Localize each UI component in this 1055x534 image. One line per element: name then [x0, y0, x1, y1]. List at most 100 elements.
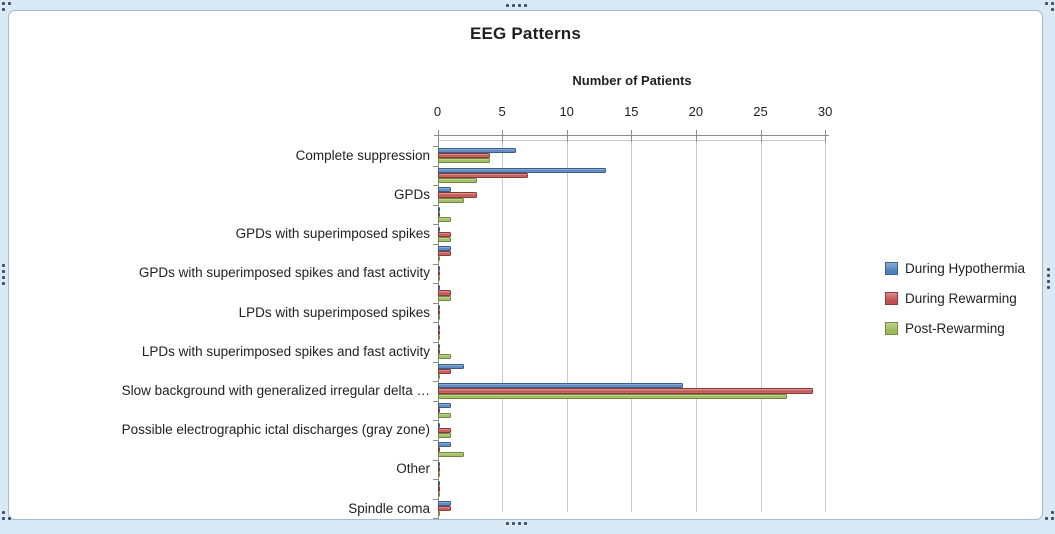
bar[interactable]	[438, 500, 451, 507]
category-axis-tick	[432, 459, 439, 461]
bar[interactable]	[438, 413, 451, 419]
category-axis-tick	[432, 361, 439, 363]
bar[interactable]	[438, 315, 440, 321]
bar[interactable]	[438, 486, 440, 492]
grip-dot	[512, 522, 515, 525]
chart-title[interactable]: EEG Patterns	[469, 24, 582, 43]
bar[interactable]	[438, 148, 516, 154]
category-axis-tick	[432, 440, 439, 441]
category-label[interactable]: GPDs with superimposed spikes	[235, 226, 430, 242]
category-label[interactable]: Slow background with generalized irregul…	[121, 383, 430, 398]
bar[interactable]	[438, 368, 451, 374]
bar[interactable]	[438, 270, 440, 276]
bar[interactable]	[438, 158, 490, 164]
category-label[interactable]: LPDs with superimposed spikes	[238, 304, 430, 320]
legend-entry[interactable]: During Hypothermia	[885, 253, 1025, 283]
category-axis-tick	[432, 185, 439, 187]
bar[interactable]	[438, 408, 440, 414]
category-label[interactable]: LPDs with superimposed spikes and fast a…	[141, 343, 430, 359]
x-tick-label: 30	[817, 104, 833, 119]
category-axis-tick	[432, 322, 439, 324]
bar[interactable]	[438, 256, 440, 262]
bar[interactable]	[438, 217, 451, 223]
category-axis-tick	[432, 400, 439, 402]
category-label[interactable]: GPDs	[393, 187, 430, 202]
chart-object[interactable]: EEG Patterns Number of Patients 0 5 10 15 20…	[8, 10, 1043, 520]
bar[interactable]	[438, 295, 451, 301]
bar[interactable]	[438, 452, 464, 458]
bar[interactable]	[438, 422, 440, 428]
bar[interactable]	[438, 511, 440, 517]
plot-area[interactable]: 0 5 10 15 20 25 30 Complete suppression GPDs GPDs…	[9, 11, 1042, 520]
legend-entry[interactable]: Post-Rewarming	[885, 313, 1025, 343]
bar[interactable]	[438, 310, 440, 316]
bar[interactable]	[438, 177, 477, 184]
category-label[interactable]: Spindle coma	[348, 500, 430, 516]
grip-dot	[8, 2, 11, 5]
bar[interactable]	[438, 236, 451, 242]
bar[interactable]	[438, 432, 451, 438]
bar[interactable]	[438, 354, 451, 360]
bar[interactable]	[438, 334, 440, 340]
bar[interactable]	[438, 304, 440, 311]
category-axis-tick	[432, 165, 439, 167]
category-label[interactable]: GPDs with superimposed spikes and fast a…	[138, 265, 430, 281]
bar[interactable]	[438, 383, 684, 389]
category-axis-tick	[432, 204, 439, 206]
bar[interactable]	[438, 153, 490, 159]
bar[interactable]	[438, 206, 440, 213]
x-axis-tick	[502, 130, 504, 142]
grip-dot	[2, 2, 5, 5]
bar[interactable]	[438, 172, 529, 178]
bar[interactable]	[438, 363, 464, 369]
x-tick-label: 25	[753, 104, 768, 119]
bar[interactable]	[438, 427, 451, 433]
bar[interactable]	[438, 197, 464, 203]
bar[interactable]	[438, 290, 451, 296]
category-axis-tick	[432, 302, 439, 304]
gridline	[631, 139, 633, 512]
legend[interactable]: During Hypothermia During Rewarming Post-R…	[885, 253, 1025, 343]
bar[interactable]	[438, 506, 451, 512]
bar[interactable]	[438, 466, 440, 472]
bar[interactable]	[438, 329, 440, 335]
bar[interactable]	[438, 246, 451, 252]
grip-dot	[524, 4, 527, 7]
legend-swatch-icon	[885, 291, 898, 305]
bar[interactable]	[438, 275, 440, 282]
bar[interactable]	[438, 461, 440, 467]
x-axis-tick	[825, 130, 827, 142]
legend-entry[interactable]: During Rewarming	[885, 283, 1025, 313]
bar[interactable]	[438, 226, 440, 232]
bar[interactable]	[438, 265, 440, 271]
bar[interactable]	[438, 447, 440, 453]
bar[interactable]	[438, 442, 451, 448]
x-tick-label: 0	[433, 104, 442, 119]
bar[interactable]	[438, 373, 440, 380]
bar[interactable]	[438, 212, 440, 218]
category-axis-tick	[432, 342, 439, 343]
bar[interactable]	[438, 231, 451, 237]
bar[interactable]	[438, 344, 440, 350]
bar[interactable]	[438, 324, 440, 330]
bar[interactable]	[438, 388, 813, 394]
category-label[interactable]: Other	[396, 461, 430, 477]
category-label[interactable]: Complete suppression	[295, 147, 430, 163]
bar[interactable]	[438, 471, 440, 478]
category-axis-tick	[432, 146, 439, 147]
bar[interactable]	[438, 491, 440, 497]
bar[interactable]	[438, 187, 451, 193]
x-axis-title[interactable]: Number of Patients	[572, 73, 692, 88]
bar[interactable]	[438, 402, 451, 409]
gridline	[825, 139, 827, 512]
bar[interactable]	[438, 192, 477, 198]
bar[interactable]	[438, 167, 606, 173]
grip-dot	[1047, 274, 1050, 277]
bar[interactable]	[438, 251, 451, 257]
category-label[interactable]: Possible electrographic ictal discharges…	[121, 422, 430, 438]
grip-dot	[1047, 280, 1050, 283]
bar[interactable]	[438, 393, 787, 399]
bar[interactable]	[438, 349, 440, 355]
grip-dot	[1047, 268, 1050, 271]
